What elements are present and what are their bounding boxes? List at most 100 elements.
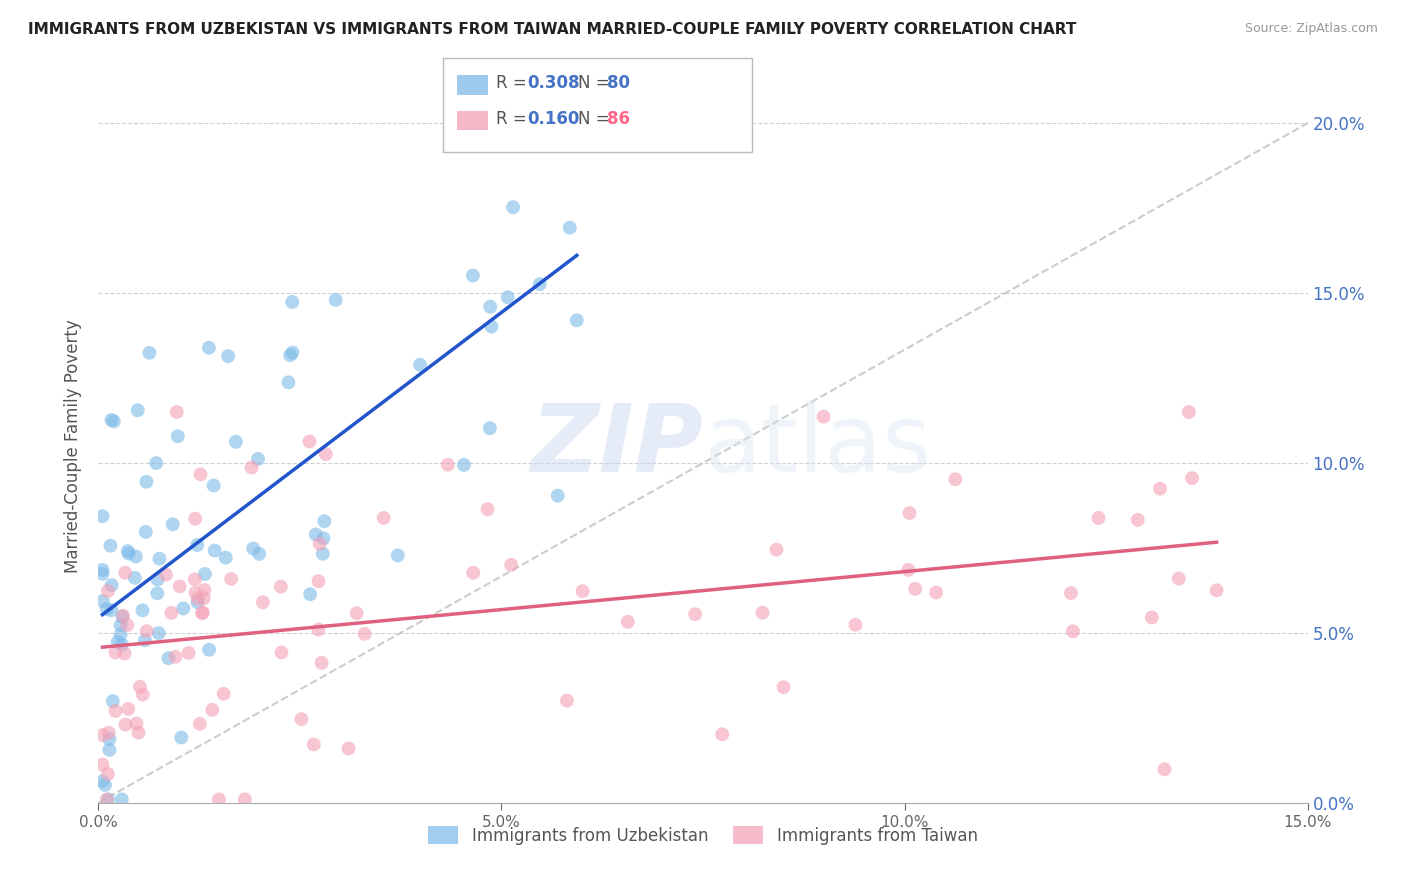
Point <box>765 542 787 557</box>
Text: IMMIGRANTS FROM UZBEKISTAN VS IMMIGRANTS FROM TAIWAN MARRIED-COUPLE FAMILY POVER: IMMIGRANTS FROM UZBEKISTAN VS IMMIGRANTS… <box>28 22 1077 37</box>
Point <box>478 421 501 435</box>
Point <box>190 467 212 482</box>
Point <box>148 626 170 640</box>
Point <box>184 573 207 587</box>
Point <box>252 595 274 609</box>
Point <box>187 595 209 609</box>
Text: 86: 86 <box>607 110 630 128</box>
Point <box>353 627 375 641</box>
Text: N =: N = <box>578 74 614 92</box>
Point <box>555 694 578 708</box>
Point <box>98 743 121 757</box>
Point <box>96 792 118 806</box>
Point <box>100 413 122 427</box>
Point <box>387 549 409 563</box>
Point <box>479 300 502 314</box>
Point <box>1140 610 1163 624</box>
Point <box>177 646 200 660</box>
Point <box>125 716 148 731</box>
Point <box>91 509 114 524</box>
Text: Source: ZipAtlas.com: Source: ZipAtlas.com <box>1244 22 1378 36</box>
Point <box>118 547 141 561</box>
Point <box>565 313 588 327</box>
Point <box>91 594 114 608</box>
Point <box>100 603 122 617</box>
Point <box>1153 762 1175 776</box>
Point <box>281 295 304 310</box>
Text: 80: 80 <box>607 74 630 92</box>
Point <box>298 434 321 449</box>
Point <box>1087 511 1109 525</box>
Text: 0.160: 0.160 <box>527 110 579 128</box>
Point <box>193 582 215 597</box>
Point <box>125 549 148 564</box>
Point <box>117 618 139 632</box>
Point <box>373 511 395 525</box>
Point <box>145 456 167 470</box>
Point <box>540 120 562 134</box>
Point <box>104 704 127 718</box>
Point <box>100 578 122 592</box>
Point <box>155 567 177 582</box>
Point <box>110 618 132 632</box>
Point <box>281 345 304 359</box>
Point <box>1178 405 1201 419</box>
Text: R =: R = <box>496 74 533 92</box>
Point <box>290 712 312 726</box>
Point <box>100 539 122 553</box>
Point <box>127 725 149 739</box>
Point <box>114 566 136 580</box>
Point <box>212 687 235 701</box>
Point <box>277 376 299 390</box>
Point <box>198 642 221 657</box>
Point <box>453 458 475 472</box>
Point <box>91 774 114 789</box>
Point <box>270 580 292 594</box>
Point <box>169 579 191 593</box>
Point <box>114 647 136 661</box>
Point <box>162 517 184 532</box>
Text: R =: R = <box>496 110 533 128</box>
Point <box>270 646 292 660</box>
Text: N =: N = <box>578 110 614 128</box>
Point <box>97 767 120 781</box>
Point <box>170 731 193 745</box>
Point <box>547 489 569 503</box>
Point <box>134 633 156 648</box>
Point <box>571 584 593 599</box>
Point <box>529 277 551 292</box>
Point <box>1167 572 1189 586</box>
Point <box>308 574 330 589</box>
Point <box>91 563 114 577</box>
Text: ZIP: ZIP <box>530 400 703 492</box>
Point <box>129 680 152 694</box>
Point <box>114 717 136 731</box>
Point <box>325 293 347 307</box>
Point <box>278 348 301 362</box>
Point <box>1060 586 1083 600</box>
Point <box>1062 624 1084 639</box>
Point <box>148 551 170 566</box>
Point <box>217 349 239 363</box>
Point <box>204 543 226 558</box>
Point <box>201 703 224 717</box>
Point <box>1126 513 1149 527</box>
Point <box>898 506 921 520</box>
Point <box>103 414 125 428</box>
Point <box>111 608 134 623</box>
Point <box>346 606 368 620</box>
Point <box>146 573 169 587</box>
Point <box>215 550 238 565</box>
Point <box>233 792 256 806</box>
Point <box>247 547 270 561</box>
Point <box>409 358 432 372</box>
Point <box>897 563 920 577</box>
Point <box>312 531 335 545</box>
Point <box>117 702 139 716</box>
Point <box>111 792 134 806</box>
Point <box>135 524 157 539</box>
Point <box>616 615 638 629</box>
Point <box>146 586 169 600</box>
Point <box>111 638 134 652</box>
Point <box>202 478 225 492</box>
